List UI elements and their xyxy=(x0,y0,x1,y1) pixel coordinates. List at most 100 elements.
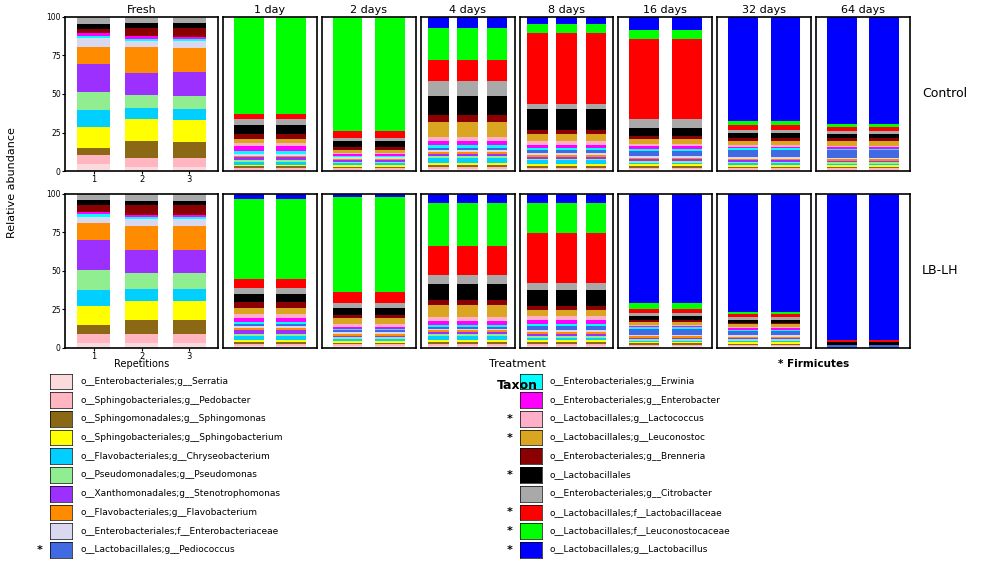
Bar xyxy=(771,148,800,150)
Bar xyxy=(173,289,206,301)
Bar xyxy=(556,340,577,342)
Bar xyxy=(125,39,158,41)
Bar xyxy=(276,336,306,340)
Bar xyxy=(276,344,306,346)
Bar xyxy=(629,320,659,321)
Bar xyxy=(234,155,264,157)
Bar xyxy=(487,325,507,327)
Bar xyxy=(487,332,507,334)
Bar xyxy=(234,279,264,288)
Bar xyxy=(333,344,362,346)
Bar xyxy=(77,111,110,127)
Bar xyxy=(77,240,110,269)
Bar xyxy=(428,137,449,141)
Bar xyxy=(428,169,449,171)
Bar xyxy=(333,335,362,337)
Bar xyxy=(428,150,449,152)
Bar xyxy=(457,346,478,348)
Bar xyxy=(276,346,306,348)
Bar xyxy=(375,169,405,171)
Bar xyxy=(672,139,702,144)
Bar xyxy=(527,17,548,24)
Title: 2 days: 2 days xyxy=(350,4,387,15)
Bar xyxy=(527,150,548,153)
Bar xyxy=(527,338,548,340)
Bar xyxy=(487,158,507,163)
Bar xyxy=(457,116,478,122)
Bar xyxy=(869,148,899,149)
Bar xyxy=(173,17,206,24)
Bar xyxy=(556,33,577,104)
Bar xyxy=(586,157,606,159)
Bar xyxy=(234,114,264,119)
Bar xyxy=(487,274,507,284)
Bar xyxy=(586,166,606,168)
Bar xyxy=(556,336,577,338)
Bar xyxy=(556,109,577,130)
Bar xyxy=(827,141,857,146)
Bar xyxy=(556,141,577,145)
Bar xyxy=(428,340,449,342)
Bar xyxy=(125,334,158,343)
Bar xyxy=(771,328,800,330)
Bar xyxy=(333,334,362,335)
Bar xyxy=(457,344,478,346)
Bar xyxy=(125,226,158,250)
Bar xyxy=(234,154,264,155)
Bar xyxy=(771,141,800,145)
Bar xyxy=(827,149,857,150)
Bar xyxy=(276,326,306,328)
Bar xyxy=(586,134,606,141)
Bar xyxy=(827,162,857,164)
Bar xyxy=(428,165,449,167)
Bar xyxy=(869,139,899,141)
Bar xyxy=(527,204,548,233)
Bar xyxy=(728,162,758,163)
Bar xyxy=(125,27,158,36)
Bar xyxy=(428,317,449,321)
Bar xyxy=(487,152,507,154)
Bar xyxy=(276,154,306,155)
Bar xyxy=(827,169,857,171)
Text: o__Lactobacillales;f__Leuconostocaceae: o__Lactobacillales;f__Leuconostocaceae xyxy=(550,527,731,536)
Bar xyxy=(125,200,158,205)
Bar xyxy=(869,134,899,139)
Bar xyxy=(672,146,702,149)
Bar xyxy=(728,159,758,160)
Bar xyxy=(125,301,158,320)
Bar xyxy=(629,346,659,348)
Bar xyxy=(487,81,507,96)
Bar xyxy=(771,327,800,328)
Bar xyxy=(556,155,577,157)
Bar xyxy=(173,205,206,214)
Bar xyxy=(771,162,800,163)
Title: 32 days: 32 days xyxy=(742,4,786,15)
Bar xyxy=(234,302,264,308)
Bar xyxy=(527,336,548,338)
Bar xyxy=(457,158,478,163)
Text: o__Xanthomonadales;g__Stenotrophomonas: o__Xanthomonadales;g__Stenotrophomonas xyxy=(80,489,280,498)
Bar xyxy=(333,153,362,154)
Text: o__Lactobacillales;g__Lactobacillus: o__Lactobacillales;g__Lactobacillus xyxy=(550,545,708,554)
Bar xyxy=(586,346,606,348)
Bar xyxy=(375,308,405,315)
Bar xyxy=(173,72,206,96)
Bar xyxy=(375,168,405,169)
Bar xyxy=(333,159,362,160)
Bar xyxy=(771,130,800,133)
Bar xyxy=(276,314,306,318)
Bar xyxy=(629,345,659,346)
Bar xyxy=(457,284,478,300)
Bar xyxy=(125,95,158,108)
Bar xyxy=(556,130,577,134)
Bar xyxy=(728,150,758,157)
Bar xyxy=(173,273,206,289)
Bar xyxy=(527,283,548,291)
Bar xyxy=(827,146,857,148)
Bar xyxy=(234,17,264,114)
Bar xyxy=(869,127,899,131)
Bar xyxy=(586,334,606,336)
Bar xyxy=(487,145,507,148)
Bar xyxy=(771,338,800,339)
Bar xyxy=(487,336,507,340)
